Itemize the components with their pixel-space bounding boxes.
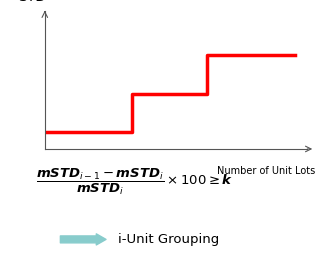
FancyArrowPatch shape <box>60 234 106 245</box>
Text: STD: STD <box>19 0 47 4</box>
Text: Number of Unit Lots: Number of Unit Lots <box>217 165 315 176</box>
Text: $\dfrac{\boldsymbol{mSTD}_{i-1} - \boldsymbol{mSTD}_{i}}{\boldsymbol{mSTD}_{i}} : $\dfrac{\boldsymbol{mSTD}_{i-1} - \bolds… <box>36 167 233 197</box>
Text: i-Unit Grouping: i-Unit Grouping <box>118 233 220 246</box>
